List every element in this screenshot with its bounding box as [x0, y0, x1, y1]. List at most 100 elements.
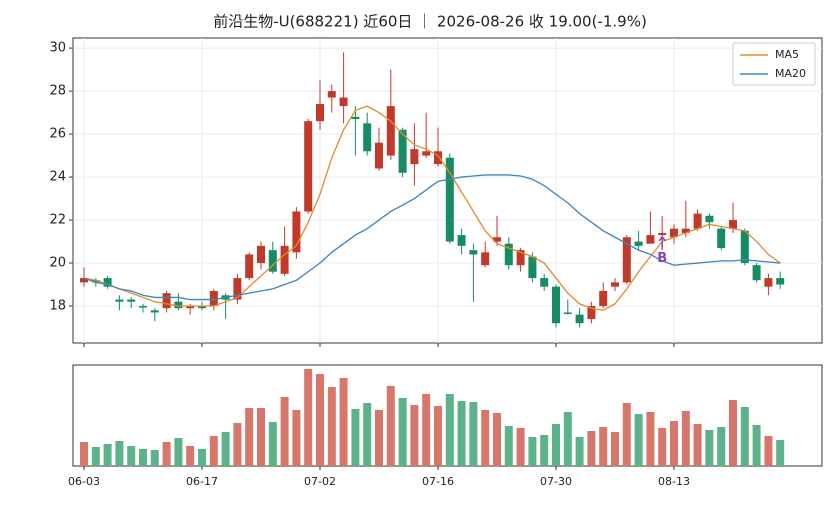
candle-body [469, 250, 478, 255]
volume-bar [398, 398, 407, 466]
candle-body [587, 306, 596, 319]
volume-bar [280, 397, 289, 466]
y-tick-label: 24 [49, 170, 66, 185]
volume-bar [268, 422, 277, 466]
candle-body [422, 151, 431, 156]
candle-body [115, 299, 124, 302]
volume-bar [693, 424, 702, 466]
candle-body [80, 278, 88, 283]
candle-body [528, 256, 537, 279]
volume-bar [729, 400, 737, 466]
y-tick-label: 28 [49, 84, 66, 99]
candle-body [740, 230, 749, 264]
candle-body [280, 245, 289, 274]
candle-body [563, 312, 572, 314]
volume-bar [457, 401, 466, 466]
candle-body [670, 228, 678, 238]
volume-bar [245, 408, 254, 466]
candle-body [386, 106, 395, 156]
candle-body [493, 237, 501, 242]
volume-bar [634, 414, 643, 466]
volume-bar [434, 406, 442, 466]
annotation-arrow [658, 235, 666, 250]
y-tick-label: 22 [49, 213, 66, 228]
volume-bar [257, 408, 265, 466]
volume-bar [481, 410, 490, 466]
volume-bar [304, 369, 313, 466]
candle-body [599, 290, 608, 307]
volume-bar [540, 435, 549, 466]
candle-body [552, 286, 560, 324]
candle-body [91, 280, 100, 283]
candle-body [257, 245, 265, 264]
x-tick-label: 07-30 [540, 475, 572, 488]
legend-label: MA5 [775, 48, 799, 61]
y-tick-label: 20 [49, 256, 66, 271]
candle-body [717, 228, 726, 248]
candle-body [434, 151, 442, 165]
candle-body [705, 215, 714, 223]
y-tick-label: 30 [49, 41, 66, 56]
candle-body [752, 265, 761, 281]
candle-body [693, 213, 702, 229]
candle-body [776, 278, 785, 285]
volume-bar [363, 403, 372, 466]
volume-bar [611, 432, 619, 466]
volume-bar [292, 410, 301, 466]
candle-body [622, 237, 631, 283]
ma-line [83, 174, 781, 301]
y-tick-label: 26 [49, 127, 66, 142]
candle-body [139, 306, 147, 308]
candle-body [316, 103, 324, 122]
volume-bar [127, 446, 136, 466]
candle-body [658, 232, 667, 236]
volume-bar [528, 437, 537, 466]
volume-bar [410, 405, 419, 466]
candle-body [174, 301, 183, 309]
candle-body [127, 299, 136, 302]
volume-bar [339, 378, 348, 466]
candle-body [209, 290, 218, 307]
volume-bar [221, 432, 230, 466]
volume-bar [504, 426, 513, 466]
volume-bar [445, 394, 454, 466]
volume-bar [740, 407, 749, 466]
volume-bar [658, 428, 667, 466]
volume-bar [115, 441, 124, 466]
volume-bar [622, 403, 631, 466]
volume-bar [80, 442, 88, 466]
candle-body [410, 149, 419, 165]
volume-bar [375, 410, 383, 466]
volume-bar [516, 428, 525, 466]
volume-bar [233, 423, 242, 466]
volume-bar [198, 449, 206, 466]
volume-bar [327, 387, 336, 466]
candle-body [186, 306, 195, 309]
volume-bar [386, 386, 395, 466]
candle-body [198, 306, 206, 309]
candle-body [268, 250, 277, 272]
candle-body [634, 241, 643, 246]
candle-body [516, 250, 525, 266]
volume-bar [174, 438, 183, 466]
volume-bar [139, 449, 147, 466]
x-tick-label: 07-02 [304, 475, 336, 488]
annotation: B [657, 251, 667, 266]
candle-body [245, 254, 254, 279]
volume-bar [705, 430, 714, 466]
y-tick-label: 18 [49, 299, 66, 314]
candle-body [611, 282, 619, 287]
volume-bar [717, 427, 726, 466]
chart-title: 前沿生物-U(688221) 近60日 ｜ 2026-08-26 收 19.00… [213, 13, 647, 31]
volume-bar [209, 436, 218, 466]
x-tick-label: 08-13 [658, 475, 690, 488]
candle-body [233, 278, 242, 300]
volume-bar [575, 437, 584, 466]
volume-bar [670, 421, 678, 466]
candle-body [540, 278, 549, 287]
candle-body [575, 314, 584, 324]
candle-body [103, 278, 112, 287]
volume-bar [599, 427, 608, 466]
candle-body [764, 278, 773, 287]
